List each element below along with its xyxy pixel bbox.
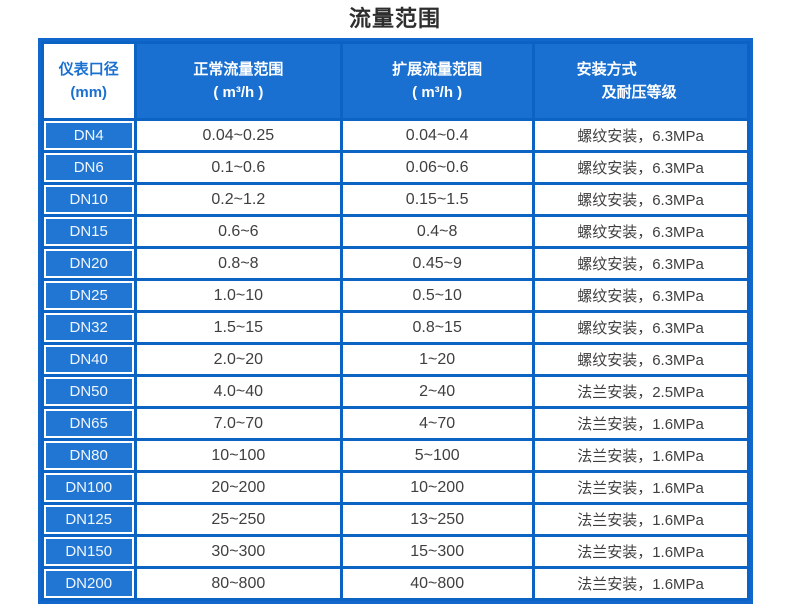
dn-cell: DN65 xyxy=(43,409,134,438)
dn-cell: DN40 xyxy=(43,345,134,374)
install-cell: 法兰安装，2.5MPa xyxy=(534,377,747,406)
header-cell-installation: 安装方式 及耐压等级 xyxy=(534,44,747,118)
extended-range-cell: 0.06~0.6 xyxy=(342,153,532,182)
install-cell: 螺纹安装，6.3MPa xyxy=(534,217,747,246)
install-cell: 螺纹安装，6.3MPa xyxy=(534,121,747,150)
header-install-line2: 及耐压等级 xyxy=(601,84,677,101)
dn-cell: DN80 xyxy=(43,441,134,470)
header-cell-extended-range: 扩展流量范围 ( m³/h ) xyxy=(342,44,532,118)
header-row: 仪表口径 (mm) 正常流量范围 ( m³/h ) 扩展流量范围 ( m³/h … xyxy=(43,44,747,118)
extended-range-cell: 0.04~0.4 xyxy=(342,121,532,150)
install-cell: 法兰安装，1.6MPa xyxy=(534,409,747,438)
header-diameter-line1: 仪表口径 xyxy=(58,61,119,78)
dn-cell: DN150 xyxy=(43,537,134,566)
normal-range-cell: 80~800 xyxy=(136,569,340,598)
dn-cell: DN4 xyxy=(43,121,134,150)
header-cell-diameter: 仪表口径 (mm) xyxy=(43,44,134,118)
install-cell: 螺纹安装，6.3MPa xyxy=(534,153,747,182)
extended-range-cell: 0.8~15 xyxy=(342,313,532,342)
flow-table-body: DN4 0.04~0.25 0.04~0.4 螺纹安装，6.3MPa DN6 0… xyxy=(43,121,747,598)
install-cell: 螺纹安装，6.3MPa xyxy=(534,281,747,310)
install-cell: 法兰安装，1.6MPa xyxy=(534,569,747,598)
normal-range-cell: 2.0~20 xyxy=(136,345,340,374)
normal-range-cell: 0.04~0.25 xyxy=(136,121,340,150)
dn-cell: DN15 xyxy=(43,217,134,246)
table-row: DN4 0.04~0.25 0.04~0.4 螺纹安装，6.3MPa xyxy=(43,121,747,150)
install-cell: 法兰安装，1.6MPa xyxy=(534,473,747,502)
dn-cell: DN100 xyxy=(43,473,134,502)
table-row: DN6 0.1~0.6 0.06~0.6 螺纹安装，6.3MPa xyxy=(43,153,747,182)
normal-range-cell: 0.6~6 xyxy=(136,217,340,246)
dn-cell: DN32 xyxy=(43,313,134,342)
table-row: DN80 10~100 5~100 法兰安装，1.6MPa xyxy=(43,441,747,470)
normal-range-cell: 1.5~15 xyxy=(136,313,340,342)
table-row: DN50 4.0~40 2~40 法兰安装，2.5MPa xyxy=(43,377,747,406)
table-row: DN100 20~200 10~200 法兰安装，1.6MPa xyxy=(43,473,747,502)
dn-cell: DN10 xyxy=(43,185,134,214)
normal-range-cell: 0.2~1.2 xyxy=(136,185,340,214)
header-install-line1: 安装方式 xyxy=(576,61,637,78)
dn-cell: DN25 xyxy=(43,281,134,310)
flow-range-table: 仪表口径 (mm) 正常流量范围 ( m³/h ) 扩展流量范围 ( m³/h … xyxy=(37,38,753,604)
dn-cell: DN200 xyxy=(43,569,134,598)
header-diameter-line2: (mm) xyxy=(70,84,108,101)
normal-range-cell: 30~300 xyxy=(136,537,340,566)
header-normal-line1: 正常流量范围 xyxy=(193,61,284,78)
table-row: DN25 1.0~10 0.5~10 螺纹安装，6.3MPa xyxy=(43,281,747,310)
extended-range-cell: 5~100 xyxy=(342,441,532,470)
flow-table-header: 仪表口径 (mm) 正常流量范围 ( m³/h ) 扩展流量范围 ( m³/h … xyxy=(43,44,747,118)
table-row: DN20 0.8~8 0.45~9 螺纹安装，6.3MPa xyxy=(43,249,747,278)
table-row: DN15 0.6~6 0.4~8 螺纹安装，6.3MPa xyxy=(43,217,747,246)
normal-range-cell: 1.0~10 xyxy=(136,281,340,310)
normal-range-cell: 0.8~8 xyxy=(136,249,340,278)
extended-range-cell: 13~250 xyxy=(342,505,532,534)
extended-range-cell: 4~70 xyxy=(342,409,532,438)
table-row: DN10 0.2~1.2 0.15~1.5 螺纹安装，6.3MPa xyxy=(43,185,747,214)
table-row: DN65 7.0~70 4~70 法兰安装，1.6MPa xyxy=(43,409,747,438)
extended-range-cell: 0.45~9 xyxy=(342,249,532,278)
install-cell: 法兰安装，1.6MPa xyxy=(534,505,747,534)
table-row: DN150 30~300 15~300 法兰安装，1.6MPa xyxy=(43,537,747,566)
table-row: DN32 1.5~15 0.8~15 螺纹安装，6.3MPa xyxy=(43,313,747,342)
dn-cell: DN50 xyxy=(43,377,134,406)
extended-range-cell: 0.15~1.5 xyxy=(342,185,532,214)
normal-range-cell: 0.1~0.6 xyxy=(136,153,340,182)
dn-cell: DN20 xyxy=(43,249,134,278)
extended-range-cell: 0.5~10 xyxy=(342,281,532,310)
normal-range-cell: 20~200 xyxy=(136,473,340,502)
extended-range-cell: 10~200 xyxy=(342,473,532,502)
normal-range-cell: 7.0~70 xyxy=(136,409,340,438)
table-row: DN40 2.0~20 1~20 螺纹安装，6.3MPa xyxy=(43,345,747,374)
extended-range-cell: 2~40 xyxy=(342,377,532,406)
install-cell: 螺纹安装，6.3MPa xyxy=(534,313,747,342)
install-cell: 螺纹安装，6.3MPa xyxy=(534,345,747,374)
dn-cell: DN6 xyxy=(43,153,134,182)
extended-range-cell: 40~800 xyxy=(342,569,532,598)
install-cell: 螺纹安装，6.3MPa xyxy=(534,249,747,278)
header-extended-line1: 扩展流量范围 xyxy=(392,61,483,78)
install-cell: 法兰安装，1.6MPa xyxy=(534,441,747,470)
header-cell-normal-range: 正常流量范围 ( m³/h ) xyxy=(136,44,340,118)
table-row: DN200 80~800 40~800 法兰安装，1.6MPa xyxy=(43,569,747,598)
page-title: 流量范围 xyxy=(348,6,441,31)
header-normal-line2: ( m³/h ) xyxy=(213,84,264,101)
table-row: DN125 25~250 13~250 法兰安装，1.6MPa xyxy=(43,505,747,534)
normal-range-cell: 25~250 xyxy=(136,505,340,534)
extended-range-cell: 15~300 xyxy=(342,537,532,566)
install-cell: 螺纹安装，6.3MPa xyxy=(534,185,747,214)
extended-range-cell: 1~20 xyxy=(342,345,532,374)
extended-range-cell: 0.4~8 xyxy=(342,217,532,246)
normal-range-cell: 10~100 xyxy=(136,441,340,470)
dn-cell: DN125 xyxy=(43,505,134,534)
normal-range-cell: 4.0~40 xyxy=(136,377,340,406)
install-cell: 法兰安装，1.6MPa xyxy=(534,537,747,566)
header-extended-line2: ( m³/h ) xyxy=(412,84,463,101)
